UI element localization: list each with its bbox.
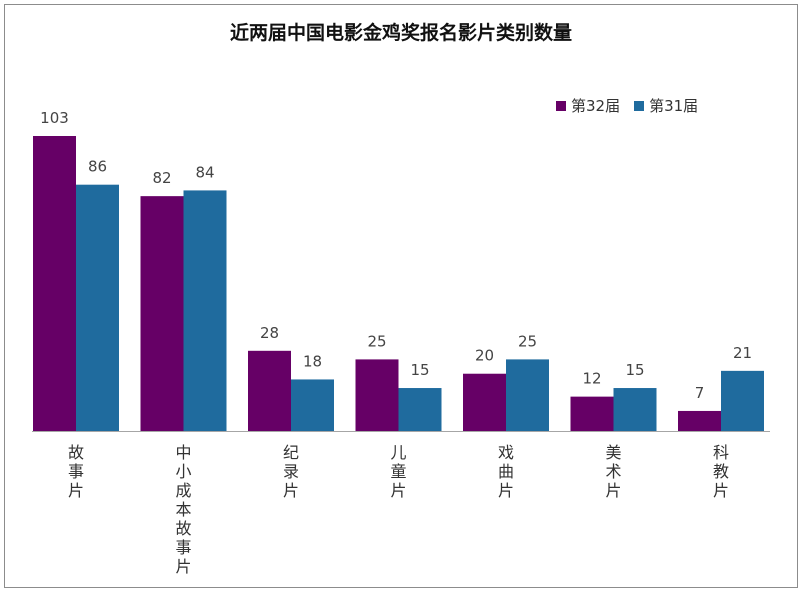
category-label-4-char-2: 片 xyxy=(498,481,514,500)
chart-title: 近两届中国电影金鸡奖报名影片类别数量 xyxy=(229,22,572,44)
data-label-series-2-6: 21 xyxy=(733,344,752,362)
category-label-4-char-0: 戏 xyxy=(498,443,514,462)
data-label-series-1-6: 7 xyxy=(695,384,705,402)
data-label-series-2-4: 25 xyxy=(518,332,537,350)
legend-label-series-1: 第32届 xyxy=(571,97,621,115)
bar-series-2-0 xyxy=(76,184,119,431)
category-label-3-char-2: 片 xyxy=(390,481,406,500)
category-label-1-char-1: 小 xyxy=(175,462,191,481)
category-label-1-char-4: 故 xyxy=(175,519,191,538)
category-label-0-char-2: 片 xyxy=(68,481,84,500)
bar-series-2-5 xyxy=(613,388,657,431)
data-label-series-2-5: 15 xyxy=(625,361,644,379)
category-label-6-char-2: 片 xyxy=(713,481,729,500)
category-label-2-char-2: 片 xyxy=(283,481,299,500)
data-label-series-1-5: 12 xyxy=(582,370,601,388)
category-label-0-char-1: 事 xyxy=(68,462,84,481)
bar-series-2-1 xyxy=(183,190,227,431)
bar-series-1-3 xyxy=(355,359,399,431)
category-label-1-char-5: 事 xyxy=(175,538,191,557)
data-label-series-1-0: 103 xyxy=(40,109,69,127)
category-label-2-char-1: 录 xyxy=(283,462,299,481)
category-label-1-char-6: 片 xyxy=(175,557,191,576)
category-label-1-char-0: 中 xyxy=(175,443,191,462)
data-label-series-1-2: 28 xyxy=(260,324,279,342)
chart-frame xyxy=(4,4,798,588)
legend-item-series-2: 第31届 xyxy=(634,95,698,116)
category-label-1-char-3: 本 xyxy=(175,500,191,519)
legend-swatch-series-2 xyxy=(634,100,645,111)
data-label-series-1-3: 25 xyxy=(367,332,386,350)
category-label-5-char-0: 美 xyxy=(605,443,621,462)
legend-swatch-series-1 xyxy=(556,100,566,111)
legend: 第32届 第31届 xyxy=(556,95,698,116)
bar-series-1-4 xyxy=(463,373,506,431)
category-label-6-char-1: 教 xyxy=(713,462,729,481)
bar-series-2-3 xyxy=(398,388,442,431)
bar-series-2-4 xyxy=(506,359,549,431)
category-label-5-char-1: 术 xyxy=(605,462,621,481)
bar-series-1-0 xyxy=(33,136,76,431)
bar-series-2-6 xyxy=(721,370,764,431)
bar-series-1-6 xyxy=(678,410,721,431)
category-label-3-char-0: 儿 xyxy=(390,443,406,462)
category-label-4-char-1: 曲 xyxy=(498,462,514,481)
data-label-series-2-2: 18 xyxy=(303,352,322,370)
bar-series-1-1 xyxy=(140,196,184,431)
legend-label-series-2: 第31届 xyxy=(649,97,699,115)
bar-series-2-2 xyxy=(291,379,334,431)
bar-series-1-2 xyxy=(248,350,291,431)
category-label-3-char-1: 童 xyxy=(390,462,406,481)
category-label-5-char-2: 片 xyxy=(605,481,621,500)
category-label-1-char-2: 成 xyxy=(175,481,191,500)
bar-series-1-5 xyxy=(570,396,614,431)
data-label-series-2-0: 86 xyxy=(88,158,107,176)
data-label-series-2-3: 15 xyxy=(410,361,429,379)
data-label-series-2-1: 84 xyxy=(195,163,214,181)
legend-item-series-1: 第32届 xyxy=(556,95,620,116)
category-label-2-char-0: 纪 xyxy=(283,443,299,462)
category-label-0-char-0: 故 xyxy=(68,443,84,462)
category-label-6-char-0: 科 xyxy=(713,443,729,462)
data-label-series-1-4: 20 xyxy=(475,347,494,365)
data-label-series-1-1: 82 xyxy=(152,169,171,187)
